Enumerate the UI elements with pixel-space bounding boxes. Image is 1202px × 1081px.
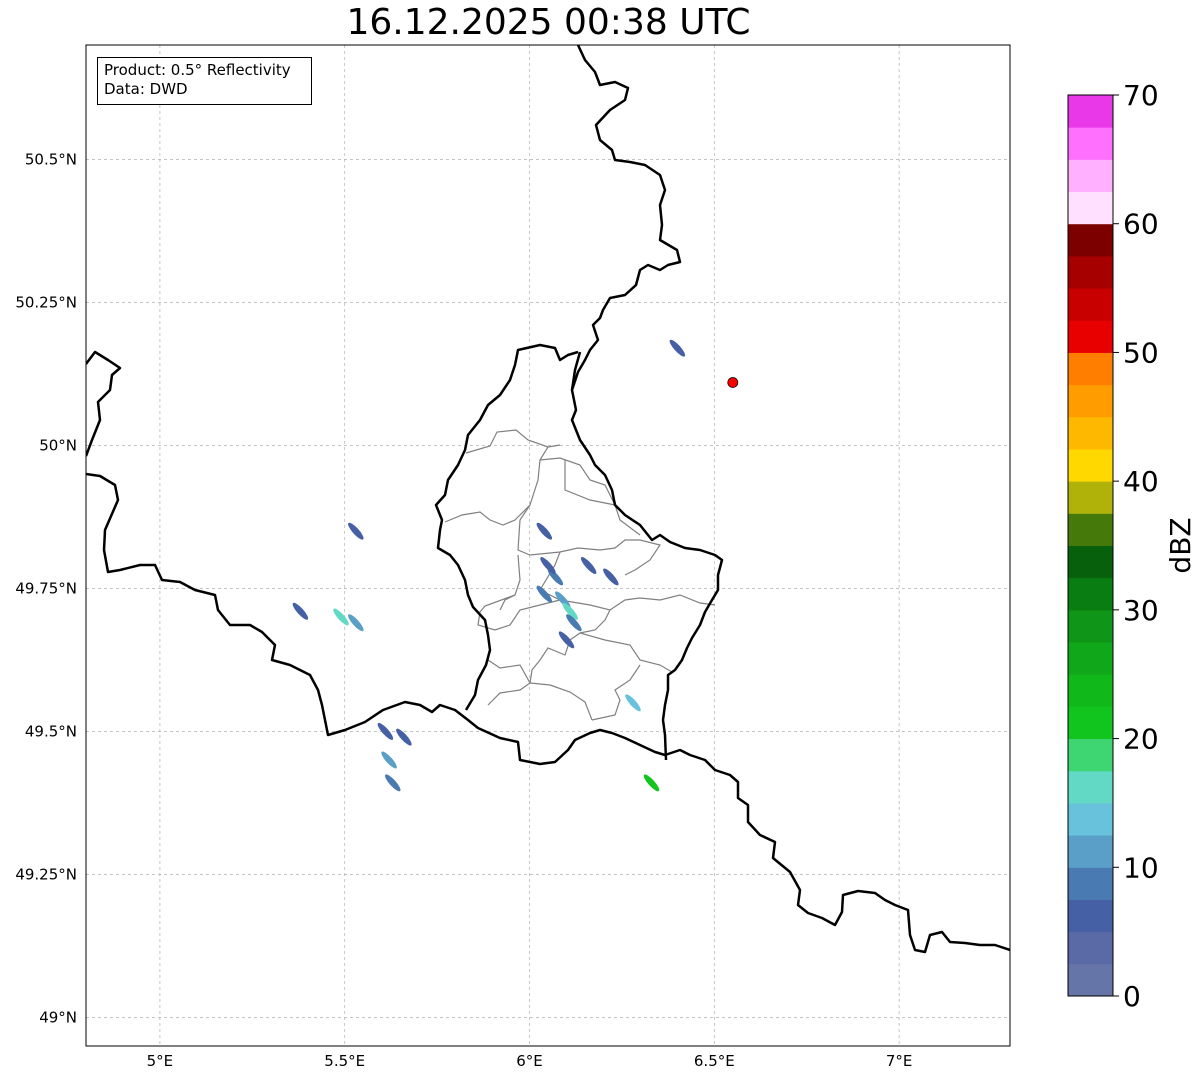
colorbar-segment bbox=[1068, 127, 1113, 160]
colorbar-segment bbox=[1068, 802, 1113, 836]
x-tick-label: 5°E bbox=[147, 1052, 174, 1070]
x-tick-label: 6°E bbox=[516, 1052, 543, 1070]
radar-echo bbox=[580, 557, 597, 574]
info-source: Data: DWD bbox=[104, 80, 188, 98]
radar-echo bbox=[536, 522, 553, 540]
radar-echo bbox=[377, 722, 394, 740]
country-borders bbox=[86, 45, 1010, 954]
radar-echo bbox=[566, 614, 582, 632]
radar-echo bbox=[558, 631, 575, 649]
colorbar-segment bbox=[1068, 223, 1113, 257]
map-area bbox=[86, 45, 1010, 954]
colorbar-segment bbox=[1068, 384, 1113, 418]
colorbar-tick-label: 20 bbox=[1123, 723, 1159, 756]
y-tick-label: 49.5°N bbox=[25, 722, 77, 740]
x-tick-label: 7°E bbox=[886, 1052, 913, 1070]
colorbar-segment bbox=[1068, 191, 1113, 225]
colorbar-segment bbox=[1068, 835, 1113, 868]
colorbar-segment bbox=[1068, 770, 1113, 804]
radar-echo bbox=[292, 602, 309, 620]
colorbar-tick-label: 10 bbox=[1123, 851, 1159, 884]
colorbar-segment bbox=[1068, 352, 1113, 386]
colorbar-segment bbox=[1068, 642, 1113, 675]
colorbar-segment bbox=[1068, 513, 1113, 546]
y-tick-label: 50°N bbox=[39, 436, 77, 454]
colorbar-segment bbox=[1068, 738, 1113, 772]
y-tick-label: 50.25°N bbox=[15, 293, 77, 311]
colorbar-segment bbox=[1068, 481, 1113, 514]
colorbar-segment bbox=[1068, 609, 1113, 643]
info-product: Product: 0.5° Reflectivity bbox=[104, 61, 291, 79]
colorbar-segment bbox=[1068, 867, 1113, 900]
map-frame bbox=[85, 44, 1011, 1047]
colorbar-tick-label: 60 bbox=[1123, 208, 1159, 241]
x-tick-label: 6.5°E bbox=[694, 1052, 735, 1070]
colorbar-tick-label: 40 bbox=[1123, 465, 1159, 498]
colorbar-tick-label: 70 bbox=[1123, 79, 1159, 112]
colorbar-segment bbox=[1068, 674, 1113, 707]
y-tick-label: 49.25°N bbox=[15, 865, 77, 883]
colorbar-segment bbox=[1068, 416, 1113, 450]
colorbar-segment bbox=[1068, 159, 1113, 193]
radar-echo bbox=[536, 585, 553, 603]
radar-echo bbox=[643, 774, 660, 792]
colorbar-frame bbox=[1067, 94, 1114, 997]
radar-echo bbox=[562, 602, 578, 620]
radar-echo bbox=[348, 614, 364, 632]
radar-echoes bbox=[292, 339, 686, 792]
radar-echo bbox=[381, 751, 397, 769]
y-tick-label: 49.75°N bbox=[15, 579, 77, 597]
radar-echo bbox=[333, 608, 349, 626]
radar-echo bbox=[348, 522, 364, 540]
map-title: 16.12.2025 00:38 UTC bbox=[346, 2, 751, 43]
radar-echo bbox=[385, 774, 401, 792]
radar-echo bbox=[669, 339, 686, 357]
region-borders bbox=[444, 429, 716, 721]
radar-echo bbox=[603, 568, 619, 586]
colorbar-segment bbox=[1068, 963, 1113, 997]
colorbar-segment bbox=[1068, 95, 1113, 128]
colorbar-segment bbox=[1068, 255, 1113, 289]
colorbar-segment bbox=[1068, 545, 1113, 579]
colorbar-segment bbox=[1068, 320, 1113, 353]
radar-site-marker bbox=[727, 377, 739, 388]
colorbar-segment bbox=[1068, 899, 1113, 933]
colorbar-segment bbox=[1068, 931, 1113, 965]
map-background bbox=[86, 45, 1010, 1046]
colorbar-tick-label: 50 bbox=[1123, 336, 1159, 369]
colorbar-label: dBZ bbox=[1164, 517, 1197, 573]
axis-ticks: 5°E 5.5°E 6°E 6.5°E 7°E 49°N 49.25°N 49.5°N 49.7… bbox=[15, 150, 912, 1070]
colorbar-segment bbox=[1068, 448, 1113, 482]
radar-echo bbox=[625, 694, 641, 712]
radar-echo bbox=[540, 557, 556, 574]
radar-echo bbox=[396, 728, 412, 746]
y-tick-label: 50.5°N bbox=[25, 150, 77, 168]
colorbar-tick-label: 30 bbox=[1123, 594, 1159, 627]
map-gridlines bbox=[86, 45, 1010, 1046]
colorbar: 0 10 20 30 40 50 60 70 dBZ bbox=[1067, 79, 1197, 1013]
y-tick-label: 49°N bbox=[39, 1008, 77, 1026]
x-tick-label: 5.5°E bbox=[324, 1052, 365, 1070]
colorbar-segment bbox=[1068, 706, 1113, 740]
colorbar-tick-label: 0 bbox=[1123, 980, 1141, 1013]
colorbar-segment bbox=[1068, 577, 1113, 611]
info-box: Product: 0.5° Reflectivity Data: DWD bbox=[97, 57, 312, 105]
colorbar-segment bbox=[1068, 288, 1113, 321]
